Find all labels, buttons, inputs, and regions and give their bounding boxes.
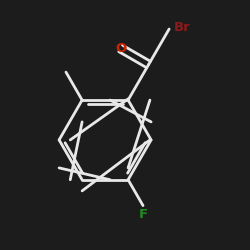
Text: Br: Br <box>174 21 191 34</box>
Text: F: F <box>138 208 147 221</box>
Text: O: O <box>115 42 126 55</box>
